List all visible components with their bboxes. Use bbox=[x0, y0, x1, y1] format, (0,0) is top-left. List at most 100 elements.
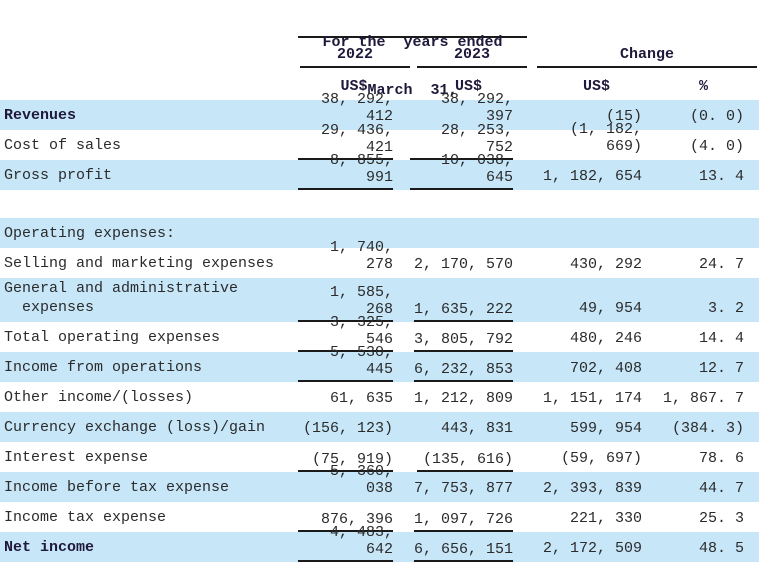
table-row-cost-of-sales: Cost of sales 29, 436, 421 28, 253, 752 … bbox=[0, 121, 759, 160]
row-label: Total operating expenses bbox=[4, 329, 221, 346]
row-label: Net income bbox=[4, 539, 95, 556]
table-row-gross-profit: Gross profit 8, 855, 991 10, 038, 645 1,… bbox=[0, 152, 759, 190]
value-change-usd: 49, 954 bbox=[578, 300, 642, 317]
value-2023 bbox=[410, 218, 527, 248]
table-row-currency-exchange: Currency exchange (loss)/gain (156, 123)… bbox=[0, 412, 759, 442]
table-row-income-from-operations: Income from operations 5, 530, 445 6, 23… bbox=[0, 344, 759, 382]
row-label: Operating expenses: bbox=[4, 225, 176, 242]
value-change-pct: 48. 5 bbox=[698, 540, 744, 557]
value-2022: (75, 919) bbox=[298, 442, 410, 472]
value-2023: 1, 097, 726 bbox=[410, 502, 527, 532]
value-change-usd: 221, 330 bbox=[569, 510, 642, 527]
unit-percent-change: % bbox=[698, 78, 708, 95]
value-2023: 443, 831 bbox=[440, 420, 513, 437]
table-row-operating-expenses-heading: Operating expenses: bbox=[0, 218, 759, 248]
header-period-row: For the years ended March 31, bbox=[0, 0, 759, 99]
value-change-pct: 12. 7 bbox=[698, 360, 744, 377]
row-label: Other income/(losses) bbox=[4, 389, 194, 406]
row-label: Currency exchange (loss)/gain bbox=[4, 419, 266, 436]
value-change-usd: 480, 246 bbox=[569, 330, 642, 347]
period-line1: For the years ended bbox=[322, 34, 503, 51]
value-2022: 3, 325, 546 bbox=[298, 314, 410, 352]
table-row-revenues: Revenues 38, 292, 412 38, 292, 397 (15) … bbox=[0, 91, 759, 130]
value-2023: 38, 292, 397 bbox=[440, 91, 523, 125]
value-change-usd: (59, 697) bbox=[560, 450, 642, 467]
blank-row-spacer bbox=[0, 190, 759, 218]
value-change-pct: (0. 0) bbox=[689, 108, 744, 125]
value-2023: (135, 616) bbox=[410, 442, 527, 472]
table-row-total-operating-expenses: Total operating expenses 3, 325, 546 3, … bbox=[0, 314, 759, 352]
value-2022: (156, 123) bbox=[302, 420, 393, 437]
value-2023: 1, 635, 222 bbox=[410, 278, 527, 322]
value-change-usd: 1, 182, 654 bbox=[542, 168, 642, 185]
value-2023: 1, 212, 809 bbox=[413, 390, 513, 407]
column-header-change: Change bbox=[527, 38, 759, 68]
value-2023: 7, 753, 877 bbox=[413, 480, 513, 497]
row-label: Income from operations bbox=[4, 359, 203, 376]
value-change-usd bbox=[527, 218, 648, 248]
header-label-spacer bbox=[0, 0, 298, 38]
value-2022: 5, 530, 445 bbox=[298, 344, 410, 382]
row-label: Revenues bbox=[4, 107, 77, 124]
header-label-spacer bbox=[0, 68, 298, 100]
value-2023: 6, 656, 151 bbox=[410, 532, 527, 562]
table-row-net-income: Net income 4, 483, 642 6, 656, 151 2, 17… bbox=[0, 524, 759, 562]
value-change-usd: 702, 408 bbox=[569, 360, 642, 377]
row-label: Income before tax expense bbox=[4, 479, 230, 496]
value-change-pct bbox=[648, 218, 759, 248]
value-change-pct: (4. 0) bbox=[689, 138, 744, 155]
value-change-pct: 3. 2 bbox=[707, 300, 744, 317]
column-header-2023: 2023 bbox=[410, 38, 527, 68]
value-change-usd: 1, 151, 174 bbox=[542, 390, 642, 407]
value-2022: 5, 360, 038 bbox=[329, 463, 403, 497]
value-change-pct: 13. 4 bbox=[698, 168, 744, 185]
value-change-usd: 2, 172, 509 bbox=[542, 540, 642, 557]
value-2022: 1, 585, 268 bbox=[298, 278, 410, 322]
period-header: For the years ended March 31, bbox=[298, 0, 527, 99]
table-row-general-administrative: General and administrative expenses 1, 5… bbox=[0, 278, 759, 322]
value-change-usd: 430, 292 bbox=[569, 256, 642, 273]
value-change-usd: (15) bbox=[605, 108, 642, 125]
row-label: Cost of sales bbox=[4, 137, 122, 154]
period-line2: March 31, bbox=[367, 82, 458, 99]
value-2022: 4, 483, 642 bbox=[298, 524, 410, 562]
value-2022: 29, 436, 421 bbox=[298, 122, 410, 160]
table-row-income-tax-expense: Income tax expense 876, 396 1, 097, 726 … bbox=[0, 502, 759, 532]
value-2023: 28, 253, 752 bbox=[410, 122, 527, 160]
unit-usd-2022: US$ bbox=[340, 78, 368, 95]
value-change-usd: 2, 393, 839 bbox=[542, 480, 642, 497]
value-change-usd: (1, 182, 669) bbox=[569, 121, 652, 155]
table-row-income-before-tax: Income before tax expense 5, 360, 038 7,… bbox=[0, 463, 759, 502]
row-label: Gross profit bbox=[4, 167, 113, 184]
header-units-row: US$ US$ US$ % bbox=[0, 68, 759, 100]
table-row-other-income-losses: Other income/(losses) 61, 635 1, 212, 80… bbox=[0, 382, 759, 412]
value-2023: 3, 805, 792 bbox=[410, 322, 527, 352]
value-2022: 61, 635 bbox=[329, 390, 393, 407]
value-2023: 10, 038, 645 bbox=[410, 152, 527, 190]
row-label: Interest expense bbox=[4, 449, 149, 466]
value-2022: 1, 740, 278 bbox=[329, 239, 403, 273]
unit-usd-change: US$ bbox=[582, 78, 610, 95]
header-years-row: 2022 2023 Change bbox=[0, 38, 759, 68]
unit-usd-2023: US$ bbox=[454, 78, 482, 95]
header-label-spacer bbox=[0, 38, 298, 68]
value-change-pct: 24. 7 bbox=[698, 256, 744, 273]
value-change-pct: (384. 3) bbox=[671, 420, 744, 437]
value-change-pct: 44. 7 bbox=[698, 480, 744, 497]
table-row-interest-expense: Interest expense (75, 919) (135, 616) (5… bbox=[0, 442, 759, 472]
value-2022: 876, 396 bbox=[298, 502, 410, 532]
value-2023: 2, 170, 570 bbox=[413, 256, 513, 273]
row-label: Selling and marketing expenses bbox=[4, 255, 275, 272]
table-row-selling-marketing: Selling and marketing expenses 1, 740, 2… bbox=[0, 239, 759, 278]
value-2023: 6, 232, 853 bbox=[410, 352, 527, 382]
row-label: Income tax expense bbox=[4, 509, 167, 526]
value-2022: 8, 855, 991 bbox=[298, 152, 410, 190]
value-change-pct: 25. 3 bbox=[698, 510, 744, 527]
value-2022: 38, 292, 412 bbox=[320, 91, 403, 125]
row-label: General and administrative expenses bbox=[4, 280, 239, 316]
value-change-pct: 14. 4 bbox=[698, 330, 744, 347]
value-change-pct: 78. 6 bbox=[698, 450, 744, 467]
column-header-2022: 2022 bbox=[298, 38, 410, 68]
value-change-pct: 1, 867. 7 bbox=[662, 390, 744, 407]
